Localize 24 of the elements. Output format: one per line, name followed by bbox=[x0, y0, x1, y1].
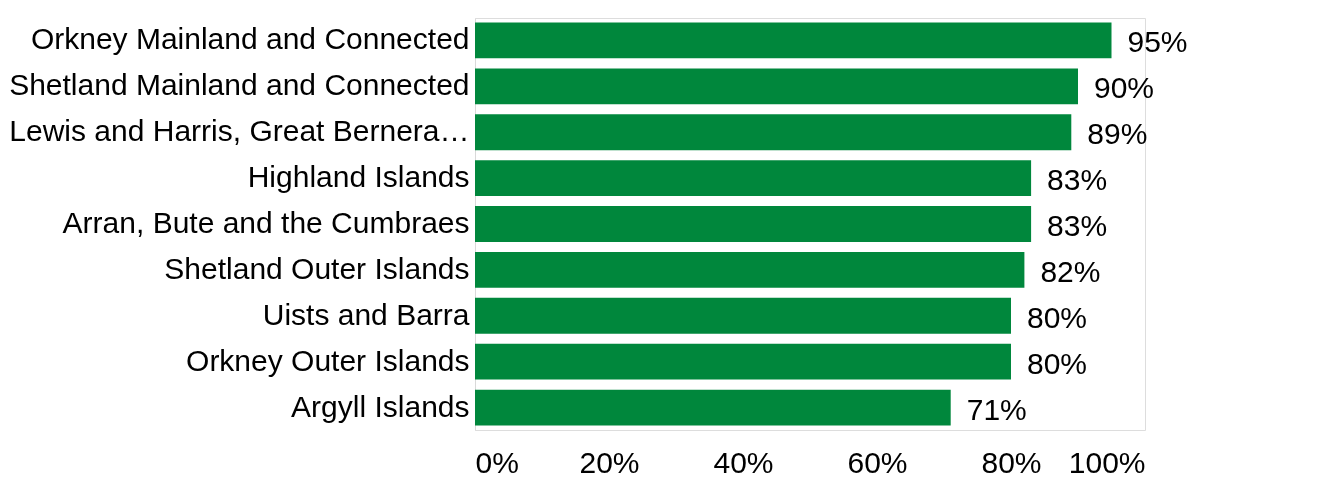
y-tick-label: Lewis and Harris, Great Bernera… bbox=[9, 114, 470, 148]
x-tick-label: 60% bbox=[847, 445, 908, 479]
y-tick-label: Shetland Outer Islands bbox=[164, 251, 470, 285]
y-tick-label: Argyll Islands bbox=[291, 389, 470, 423]
y-tick-label: Orkney Mainland and Connected bbox=[30, 22, 470, 56]
y-tick-label: Shetland Mainland and Connected bbox=[9, 68, 470, 102]
x-tick-label: 80% bbox=[981, 445, 1042, 479]
data-label: 82% bbox=[1040, 254, 1101, 288]
data-label: 83% bbox=[1047, 163, 1108, 197]
data-label: 83% bbox=[1047, 209, 1108, 242]
data-label: 71% bbox=[966, 392, 1027, 426]
y-tick-label: Highland Islands bbox=[247, 160, 470, 194]
data-label: 80% bbox=[1027, 300, 1088, 334]
y-tick-label: Uists and Barra bbox=[262, 297, 470, 331]
data-label: 90% bbox=[1094, 71, 1155, 105]
x-tick-label: 20% bbox=[579, 445, 640, 479]
data-label: 89% bbox=[1087, 117, 1148, 151]
x-tick-label: 40% bbox=[713, 445, 774, 479]
data-label: 95% bbox=[1127, 25, 1188, 59]
y-tick-label: Orkney Outer Islands bbox=[186, 343, 470, 377]
data-label: 80% bbox=[1027, 346, 1088, 380]
y-tick-label: Arran, Bute and the Cumbraes bbox=[62, 206, 470, 239]
x-tick-label: 0% bbox=[475, 445, 519, 479]
x-tick-label: 100% bbox=[1068, 445, 1146, 479]
